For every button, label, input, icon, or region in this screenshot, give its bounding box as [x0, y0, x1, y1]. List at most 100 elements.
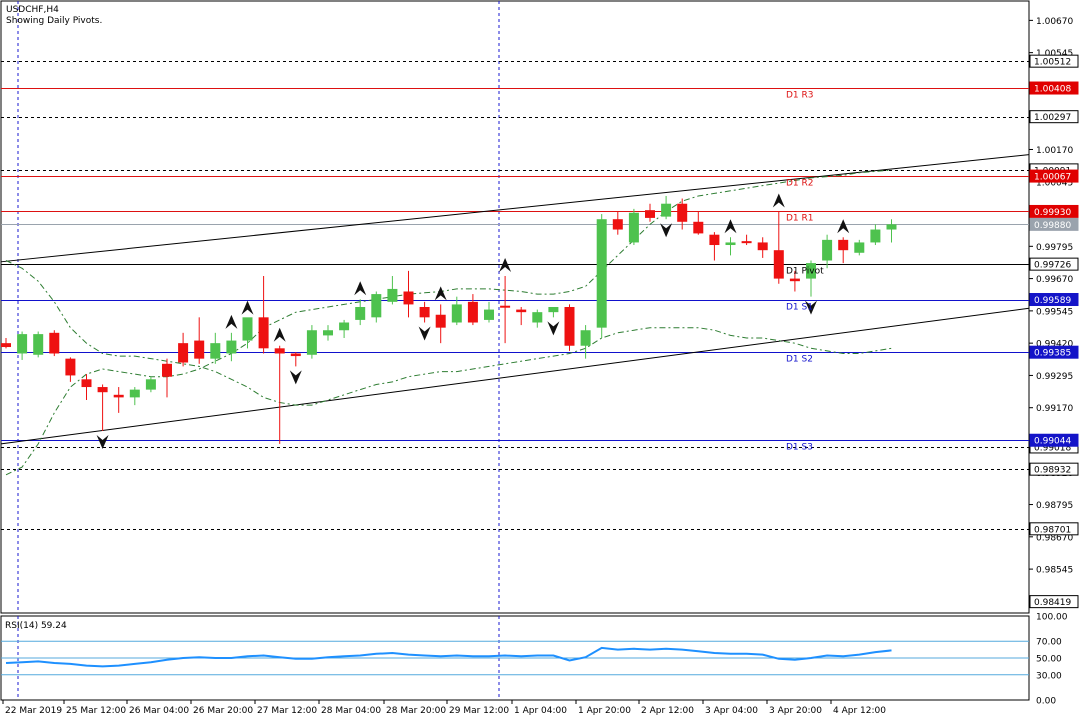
price-tick-label: 0.99795: [1036, 243, 1073, 253]
price-tags: 1.005121.002971.000910.990180.989320.987…: [1029, 54, 1079, 609]
pivot-tag-text: 0.99044: [1034, 437, 1071, 447]
price-tick-label: 0.99670: [1036, 275, 1073, 285]
candle-bear: [113, 394, 124, 398]
candle-bull: [725, 242, 736, 246]
fractal-up-arrow: [273, 327, 286, 342]
candle-bull: [242, 317, 253, 341]
trendline-1: [0, 154, 1030, 263]
fractal-up-arrow: [354, 281, 367, 296]
chart-subtitle: Showing Daily Pivots.: [6, 16, 102, 26]
price-tick-label: 0.99170: [1036, 404, 1073, 414]
candle-bear: [65, 358, 76, 376]
price-tick-label: 0.98795: [1036, 501, 1073, 511]
fractal-arrows: [96, 193, 850, 449]
level-tag-text: 0.99018: [1034, 443, 1071, 453]
candle-bear: [178, 343, 189, 363]
pivot-tag-box: [1029, 169, 1079, 183]
pivot-label: D1 R1: [786, 214, 814, 224]
moving-averages: [5, 169, 892, 476]
candle-bear: [773, 250, 784, 279]
candle-bull: [355, 307, 366, 320]
level-tag-box: [1029, 522, 1079, 536]
fractal-down-arrow: [660, 223, 673, 238]
price-tick-label: 1.00045: [1036, 178, 1073, 188]
candle-bear: [677, 203, 688, 222]
price-tick-label: 0.99420: [1036, 340, 1073, 350]
pivot-label: D1 S2: [786, 355, 813, 365]
rsi-tick-label: 0.00: [1036, 697, 1056, 707]
candle-bear: [258, 317, 269, 349]
pivot-tag-text: 1.00408: [1034, 85, 1071, 95]
candle-bull: [323, 330, 333, 336]
price-panel-frame: [0, 0, 1030, 614]
fractal-down-arrow: [289, 370, 302, 385]
candle-bear: [162, 363, 172, 377]
rsi-levels: [1, 640, 1029, 676]
candle-bull: [210, 343, 221, 359]
pivot-tag-box: [1029, 293, 1079, 307]
fractal-up-arrow: [434, 286, 447, 301]
candle-bear: [194, 340, 205, 359]
rsi-label: RSI(14) 59.24: [5, 621, 67, 631]
time-label: 27 Mar 12:00: [257, 706, 317, 716]
price-tick-label: 1.00170: [1036, 146, 1073, 156]
envelope-line-upper: [5, 169, 892, 476]
time-label: 28 Mar 04:00: [321, 706, 381, 716]
candle-bear: [612, 219, 623, 230]
fractal-down-arrow: [96, 434, 109, 449]
candle-bear: [564, 307, 575, 346]
time-label: 26 Mar 04:00: [129, 706, 189, 716]
candle-bear: [97, 387, 108, 393]
candle-bull: [451, 304, 462, 323]
fractal-up-arrow: [724, 219, 737, 234]
candle-bear: [81, 379, 92, 388]
pivot-tag-box: [1029, 433, 1079, 447]
pivot-label: D1 R3: [786, 91, 814, 101]
fractal-up-arrow: [772, 193, 785, 208]
candle-bull: [129, 389, 140, 398]
fractal-down-arrow: [805, 300, 817, 315]
fractal-down-arrow: [418, 326, 431, 341]
level-tag-box: [1029, 462, 1079, 476]
level-tag-text: 1.00512: [1034, 58, 1071, 68]
price-tick-label: 0.98670: [1036, 533, 1073, 543]
level-tag-text: 0.98419: [1034, 598, 1071, 608]
time-axis: 22 Mar 2019 25 Mar 12:00 26 Mar 04:00 26 Ma…: [2, 700, 886, 716]
level-tag-box: [1029, 595, 1079, 609]
chart-title: USDCHF,H4: [6, 5, 59, 15]
pivot-tag-text: 0.99726: [1034, 261, 1071, 271]
candle-bull: [870, 229, 881, 243]
pivot-tag-text: 0.99589: [1034, 296, 1071, 306]
level-tag-text: 0.98932: [1034, 466, 1071, 476]
pivot-tag-box: [1029, 257, 1079, 271]
level-tag-text: 1.00297: [1034, 113, 1071, 123]
price-tick-label: 0.99545: [1036, 307, 1073, 317]
rsi-line: [5, 646, 892, 668]
candle-bear: [49, 332, 60, 354]
level-tag-text: 0.98701: [1034, 525, 1071, 535]
candle-bear: [290, 353, 301, 357]
rsi-panel: 100.00 70.00 50.00 30.00 0.00 RSI(14) 59.24: [0, 613, 1068, 707]
pivot-label: D1 S1: [786, 303, 813, 313]
pivot-tag-box: [1029, 81, 1079, 95]
pivot-tag-box: [1029, 204, 1079, 218]
candle-bull: [886, 224, 897, 230]
candle-bull: [596, 219, 607, 328]
price-tick-label: 0.98545: [1036, 566, 1073, 576]
time-label: 28 Mar 20:00: [386, 706, 446, 716]
current-price-tag-text: 0.99880: [1034, 221, 1071, 231]
time-label: 1 Apr 20:00: [578, 706, 631, 716]
time-label: 3 Apr 04:00: [705, 706, 758, 716]
time-label: 4 Apr 12:00: [833, 706, 886, 716]
candle-bear: [516, 309, 527, 313]
time-label: 2 Apr 12:00: [641, 706, 694, 716]
price-axis: 1.006701.005451.004201.002971.001701.000…: [1029, 17, 1073, 608]
price-tick-label: 0.99295: [1036, 372, 1073, 382]
trendline-2: [0, 307, 1030, 445]
candle-bear: [789, 278, 800, 282]
candle-bear: [1, 343, 11, 348]
candle-bull: [548, 307, 559, 313]
candle-bull: [628, 212, 639, 243]
candle-bull: [145, 379, 156, 390]
